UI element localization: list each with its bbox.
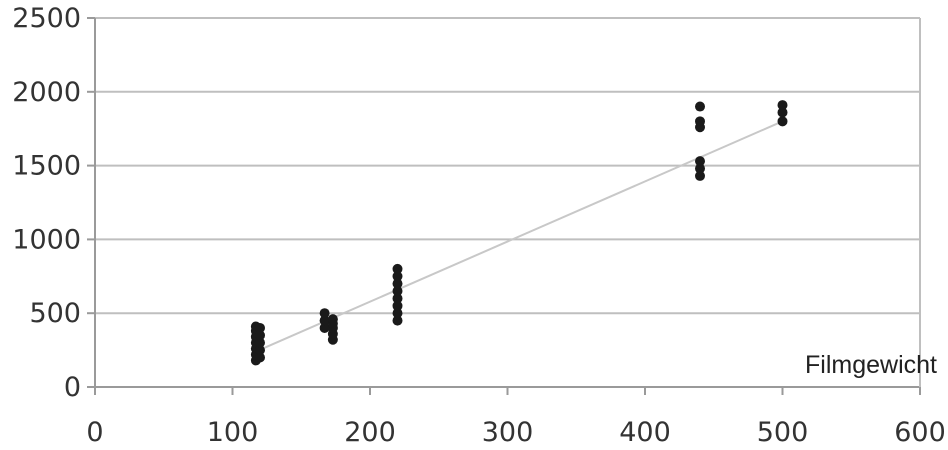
data-point (695, 102, 705, 112)
data-point (695, 156, 705, 166)
y-tick-label: 1500 (12, 151, 81, 182)
data-point (328, 314, 338, 324)
grid-lines (95, 18, 920, 313)
x-tick-label: 600 (894, 417, 946, 448)
x-tick-label: 300 (482, 417, 534, 448)
data-point (695, 116, 705, 126)
data-point (778, 116, 788, 126)
x-tick-label: 0 (86, 417, 103, 448)
y-tick-label: 2500 (12, 3, 81, 34)
data-points (251, 100, 788, 365)
data-point (393, 264, 403, 274)
data-point (255, 323, 265, 333)
x-tick-label: 400 (619, 417, 671, 448)
x-tick-label: 200 (344, 417, 396, 448)
tick-labels: 0 500 1000 1500 2000 2500 0 100 200 300 400 500 600 (12, 3, 945, 448)
y-tick-label: 0 (64, 372, 81, 403)
data-point (320, 308, 330, 318)
y-tick-label: 2000 (12, 77, 81, 108)
data-point (778, 100, 788, 110)
axes (87, 18, 920, 395)
y-tick-label: 500 (29, 298, 81, 329)
y-tick-label: 1000 (12, 224, 81, 255)
x-axis-label: Filmgewicht (805, 351, 937, 379)
x-tick-label: 500 (757, 417, 809, 448)
x-tick-label: 100 (207, 417, 259, 448)
